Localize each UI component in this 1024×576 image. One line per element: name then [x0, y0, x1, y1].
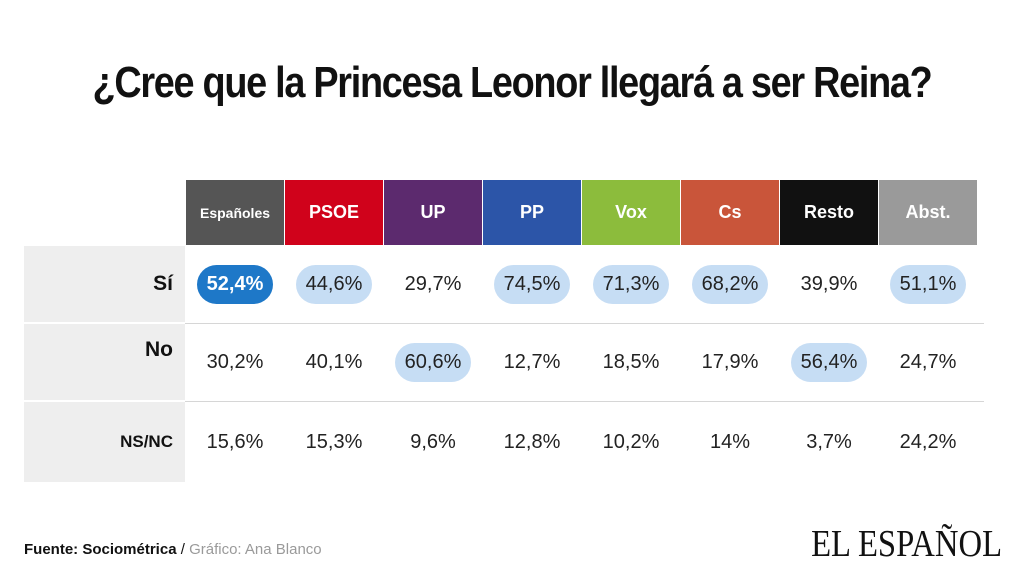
row-label-no: No: [24, 324, 185, 400]
cell-no-resto: 56,4%: [780, 324, 878, 400]
results-table: Españoles PSOE UP PP Vox Cs Resto Abst. Sí 52,4% 4…: [24, 180, 984, 482]
row-ns-nc: NS/NC 15,6% 15,3% 9,6% 12,8% 10,2% 14% 3,7% 24,2…: [24, 402, 977, 482]
cell-no-abst: 24,7%: [879, 324, 977, 400]
column-header-resto: Resto: [780, 180, 878, 245]
cell-ns-nc-vox: 10,2%: [582, 402, 680, 482]
source-separator: /: [176, 541, 190, 558]
cell-si-cs: 68,2%: [681, 246, 779, 322]
row-si: Sí 52,4% 44,6% 29,7% 74,5% 71,3% 68,2% 39,9% 51,…: [24, 246, 977, 322]
graphic-credit: Gráfico: Ana Blanco: [189, 541, 322, 558]
cell-ns-nc-espanoles: 15,6%: [186, 402, 284, 482]
header-row: Españoles PSOE UP PP Vox Cs Resto Abst.: [24, 180, 977, 245]
value-ns-nc-vox: 10,2%: [602, 430, 660, 453]
column-header-espanoles: Españoles: [186, 180, 284, 245]
cell-ns-nc-pp: 12,8%: [483, 402, 581, 482]
el-espanol-logo: EL ESPAÑOL: [811, 523, 1002, 565]
footer-source: Fuente: Sociométrica / Gráfico: Ana Blan…: [24, 541, 322, 558]
column-header-pp: PP: [483, 180, 581, 245]
cell-si-vox: 71,3%: [582, 246, 680, 322]
cell-si-espanoles: 52,4%: [186, 246, 284, 322]
cell-ns-nc-abst: 24,2%: [879, 402, 977, 482]
column-header-cs: Cs: [681, 180, 779, 245]
cell-si-up: 29,7%: [384, 246, 482, 322]
column-header-vox: Vox: [582, 180, 680, 245]
value-no-resto: 56,4%: [790, 342, 868, 382]
cell-ns-nc-resto: 3,7%: [780, 402, 878, 482]
value-no-abst: 24,7%: [899, 350, 957, 373]
value-ns-nc-cs: 14%: [709, 430, 751, 453]
cell-si-psoe: 44,6%: [285, 246, 383, 322]
value-ns-nc-pp: 12,8%: [503, 430, 561, 453]
value-ns-nc-espanoles: 15,6%: [206, 430, 264, 453]
value-si-cs: 68,2%: [691, 264, 769, 304]
value-si-pp: 74,5%: [493, 264, 571, 304]
value-no-psoe: 40,1%: [305, 350, 363, 373]
cell-si-abst: 51,1%: [879, 246, 977, 322]
value-ns-nc-psoe: 15,3%: [305, 430, 363, 453]
column-header-abst: Abst.: [879, 180, 977, 245]
value-si-psoe: 44,6%: [295, 264, 373, 304]
cell-no-vox: 18,5%: [582, 324, 680, 400]
row-divider: [185, 401, 984, 402]
value-si-resto: 39,9%: [800, 272, 858, 295]
row-label-si: Sí: [24, 246, 185, 322]
value-si-espanoles: 52,4%: [196, 264, 274, 304]
cell-no-up: 60,6%: [384, 324, 482, 400]
column-header-up: UP: [384, 180, 482, 245]
value-ns-nc-resto: 3,7%: [806, 430, 852, 453]
value-no-cs: 17,9%: [701, 350, 759, 373]
cell-no-espanoles: 30,2%: [186, 324, 284, 400]
value-no-pp: 12,7%: [503, 350, 561, 373]
row-divider: [185, 323, 984, 324]
value-no-espanoles: 30,2%: [206, 350, 264, 373]
header-corner: [24, 180, 185, 245]
cell-no-pp: 12,7%: [483, 324, 581, 400]
chart-title: ¿Cree que la Princesa Leonor llegará a s…: [92, 58, 932, 107]
column-header-psoe: PSOE: [285, 180, 383, 245]
cell-si-pp: 74,5%: [483, 246, 581, 322]
source-label: Fuente: Sociométrica: [24, 541, 177, 558]
cell-ns-nc-up: 9,6%: [384, 402, 482, 482]
cell-no-cs: 17,9%: [681, 324, 779, 400]
value-ns-nc-up: 9,6%: [410, 430, 456, 453]
cell-ns-nc-psoe: 15,3%: [285, 402, 383, 482]
value-no-up: 60,6%: [394, 342, 472, 382]
value-si-abst: 51,1%: [889, 264, 967, 304]
cell-ns-nc-cs: 14%: [681, 402, 779, 482]
cell-no-psoe: 40,1%: [285, 324, 383, 400]
value-si-vox: 71,3%: [592, 264, 670, 304]
value-si-up: 29,7%: [404, 272, 462, 295]
row-label-ns-nc: NS/NC: [24, 402, 185, 482]
row-no: No 30,2% 40,1% 60,6% 12,7% 18,5% 17,9% 56,4% 24,…: [24, 324, 977, 400]
value-ns-nc-abst: 24,2%: [899, 430, 957, 453]
cell-si-resto: 39,9%: [780, 246, 878, 322]
value-no-vox: 18,5%: [602, 350, 660, 373]
